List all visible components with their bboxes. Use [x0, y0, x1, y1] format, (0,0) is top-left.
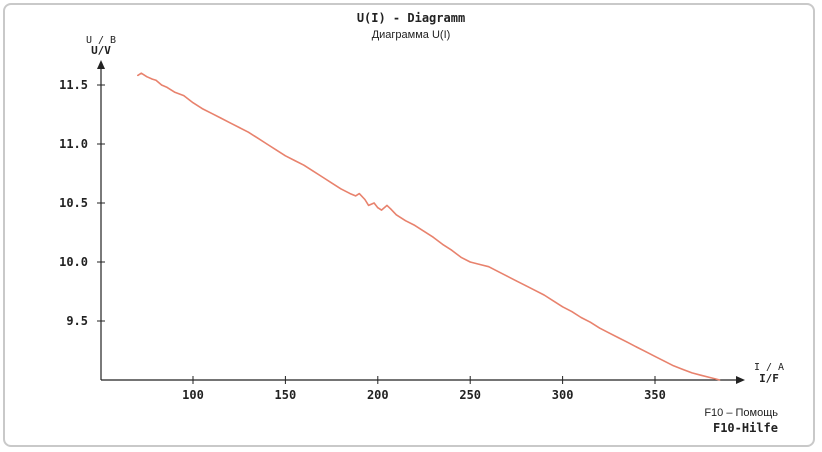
data-point: [257, 137, 259, 139]
x-tick-label: 200: [367, 388, 389, 402]
y-axis-label-ru: U / В: [86, 35, 116, 46]
data-point: [525, 285, 527, 287]
x-tick-label: 150: [275, 388, 297, 402]
y-tick-label: 11.0: [59, 137, 88, 151]
data-point: [700, 374, 702, 376]
data-point: [340, 188, 342, 190]
data-point: [395, 214, 397, 216]
data-point: [654, 355, 656, 357]
data-point: [709, 377, 712, 379]
data-point: [506, 275, 508, 277]
data-point: [331, 182, 333, 184]
data-point: [364, 198, 366, 201]
data-point: [210, 112, 213, 114]
data-point: [441, 243, 444, 245]
data-point: [497, 270, 499, 273]
data-point: [238, 126, 240, 129]
help-hint-ru: F10 – Помощь: [704, 407, 778, 419]
data-point: [220, 117, 222, 119]
data-point: [451, 249, 453, 251]
x-tick-label: 350: [644, 388, 666, 402]
y-axis-label-de: U/V: [91, 44, 111, 57]
chart-title: U(I) - Diagramm: [356, 11, 466, 25]
x-tick-label: 300: [552, 388, 574, 402]
data-point: [423, 230, 425, 232]
data-point: [266, 143, 268, 145]
data-point: [373, 202, 375, 204]
data-point: [672, 365, 675, 367]
data-point: [380, 209, 383, 211]
data-point: [571, 310, 573, 313]
data-point: [617, 336, 619, 339]
x-tick-label: 250: [459, 388, 481, 402]
data-point: [589, 321, 591, 323]
data-point: [635, 346, 638, 348]
data-point: [192, 102, 194, 104]
data-point: [247, 131, 250, 133]
data-point: [626, 341, 628, 343]
data-point: [404, 220, 407, 222]
data-point: [663, 360, 665, 362]
data-point: [367, 204, 370, 206]
data-point: [151, 78, 153, 80]
data-series-line: [137, 72, 720, 381]
data-point: [229, 122, 231, 124]
data-point: [478, 263, 481, 265]
x-axis-label-ru: I / A: [754, 362, 784, 373]
y-tick-label: 9.5: [66, 314, 88, 328]
data-point: [140, 72, 142, 74]
data-point: [552, 300, 554, 302]
chart-frame: [3, 3, 815, 447]
data-point: [321, 176, 323, 178]
y-axis-arrow-icon: [97, 60, 105, 69]
data-point: [432, 236, 434, 238]
data-point: [312, 170, 314, 172]
data-point: [201, 108, 203, 110]
y-tick-label: 10.0: [59, 255, 88, 269]
data-point: [562, 306, 564, 308]
data-point: [284, 155, 286, 157]
x-axis-arrow-icon: [736, 376, 745, 384]
data-point: [691, 372, 693, 374]
data-point: [275, 149, 277, 151]
data-point: [469, 261, 471, 263]
help-hint-de[interactable]: F10-Hilfe: [712, 421, 778, 435]
data-point: [580, 316, 582, 319]
data-point: [155, 79, 157, 81]
data-point: [358, 192, 360, 195]
data-point: [136, 74, 139, 77]
data-point: [719, 379, 721, 381]
data-point: [160, 84, 163, 86]
data-point: [543, 294, 545, 296]
data-point: [166, 86, 168, 88]
data-point: [303, 164, 305, 166]
data-point: [608, 332, 610, 334]
chart-subtitle: Диаграмма U(I): [371, 29, 451, 41]
data-point: [460, 256, 462, 258]
y-tick-label: 10.5: [59, 196, 88, 210]
data-point: [645, 351, 647, 353]
data-point: [146, 76, 148, 78]
data-point: [349, 192, 351, 195]
data-point: [515, 280, 518, 282]
data-point: [488, 266, 490, 268]
data-point: [390, 208, 392, 210]
data-point: [294, 159, 296, 162]
data-point: [355, 195, 357, 197]
y-tick-label: 11.5: [59, 78, 88, 92]
data-point: [414, 224, 416, 227]
x-axis-label-de: I/F: [759, 372, 779, 385]
data-point: [377, 207, 379, 209]
data-point: [183, 95, 185, 97]
data-point: [682, 368, 684, 370]
x-tick-label: 100: [182, 388, 204, 402]
data-point: [534, 289, 536, 291]
data-point: [598, 327, 601, 329]
data-point: [386, 204, 388, 206]
data-point: [173, 91, 176, 93]
